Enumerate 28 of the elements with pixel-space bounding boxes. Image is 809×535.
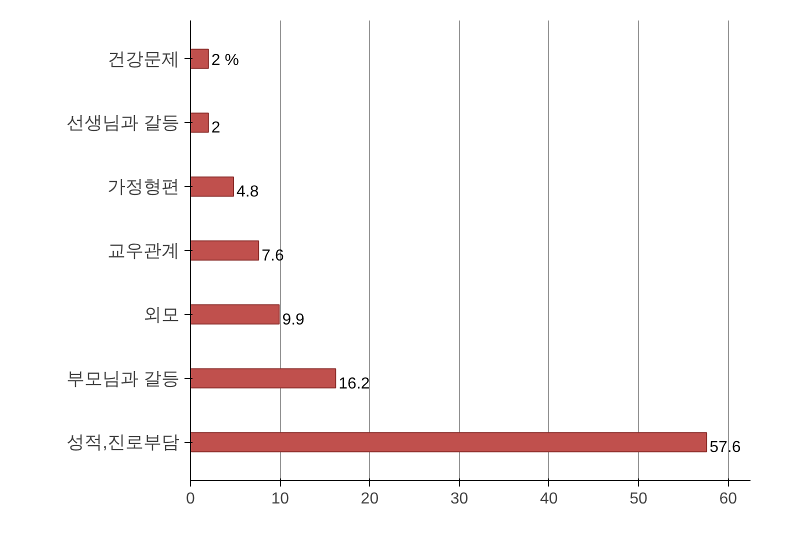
bar bbox=[190, 176, 234, 197]
data-label: 2 % bbox=[211, 52, 239, 69]
bar bbox=[190, 48, 209, 69]
x-tick-label: 30 bbox=[450, 490, 468, 508]
bar bbox=[190, 368, 336, 388]
x-tick-label: 10 bbox=[271, 490, 290, 508]
bar bbox=[190, 240, 260, 261]
y-tick-label: 교우관계 bbox=[108, 240, 180, 260]
data-label: 7.6 bbox=[262, 248, 284, 264]
y-tick-label: 선생님과 갈등 bbox=[66, 112, 180, 133]
bar bbox=[190, 304, 280, 324]
x-tick-label: 0 bbox=[186, 490, 196, 508]
data-label: 9.9 bbox=[282, 311, 305, 328]
y-tick-label: 부모님과 갈등 bbox=[66, 368, 180, 388]
y-tick-label: 가정형편 bbox=[108, 176, 180, 197]
data-label: 2 bbox=[211, 120, 220, 137]
data-label: 4.8 bbox=[236, 184, 259, 201]
bar bbox=[190, 432, 708, 452]
x-tick-label: 20 bbox=[360, 490, 379, 508]
y-tick-label: 건강문제 bbox=[108, 48, 180, 69]
x-tick-label: 50 bbox=[630, 490, 648, 508]
y-tick-label: 성적,진로부담 bbox=[66, 432, 180, 452]
y-tick-label: 외모 bbox=[144, 304, 180, 324]
data-label: 57.6 bbox=[710, 439, 741, 456]
data-label: 16.2 bbox=[338, 375, 370, 392]
x-tick-label: 60 bbox=[719, 490, 738, 508]
bar bbox=[190, 112, 209, 133]
x-tick-label: 40 bbox=[540, 490, 558, 508]
